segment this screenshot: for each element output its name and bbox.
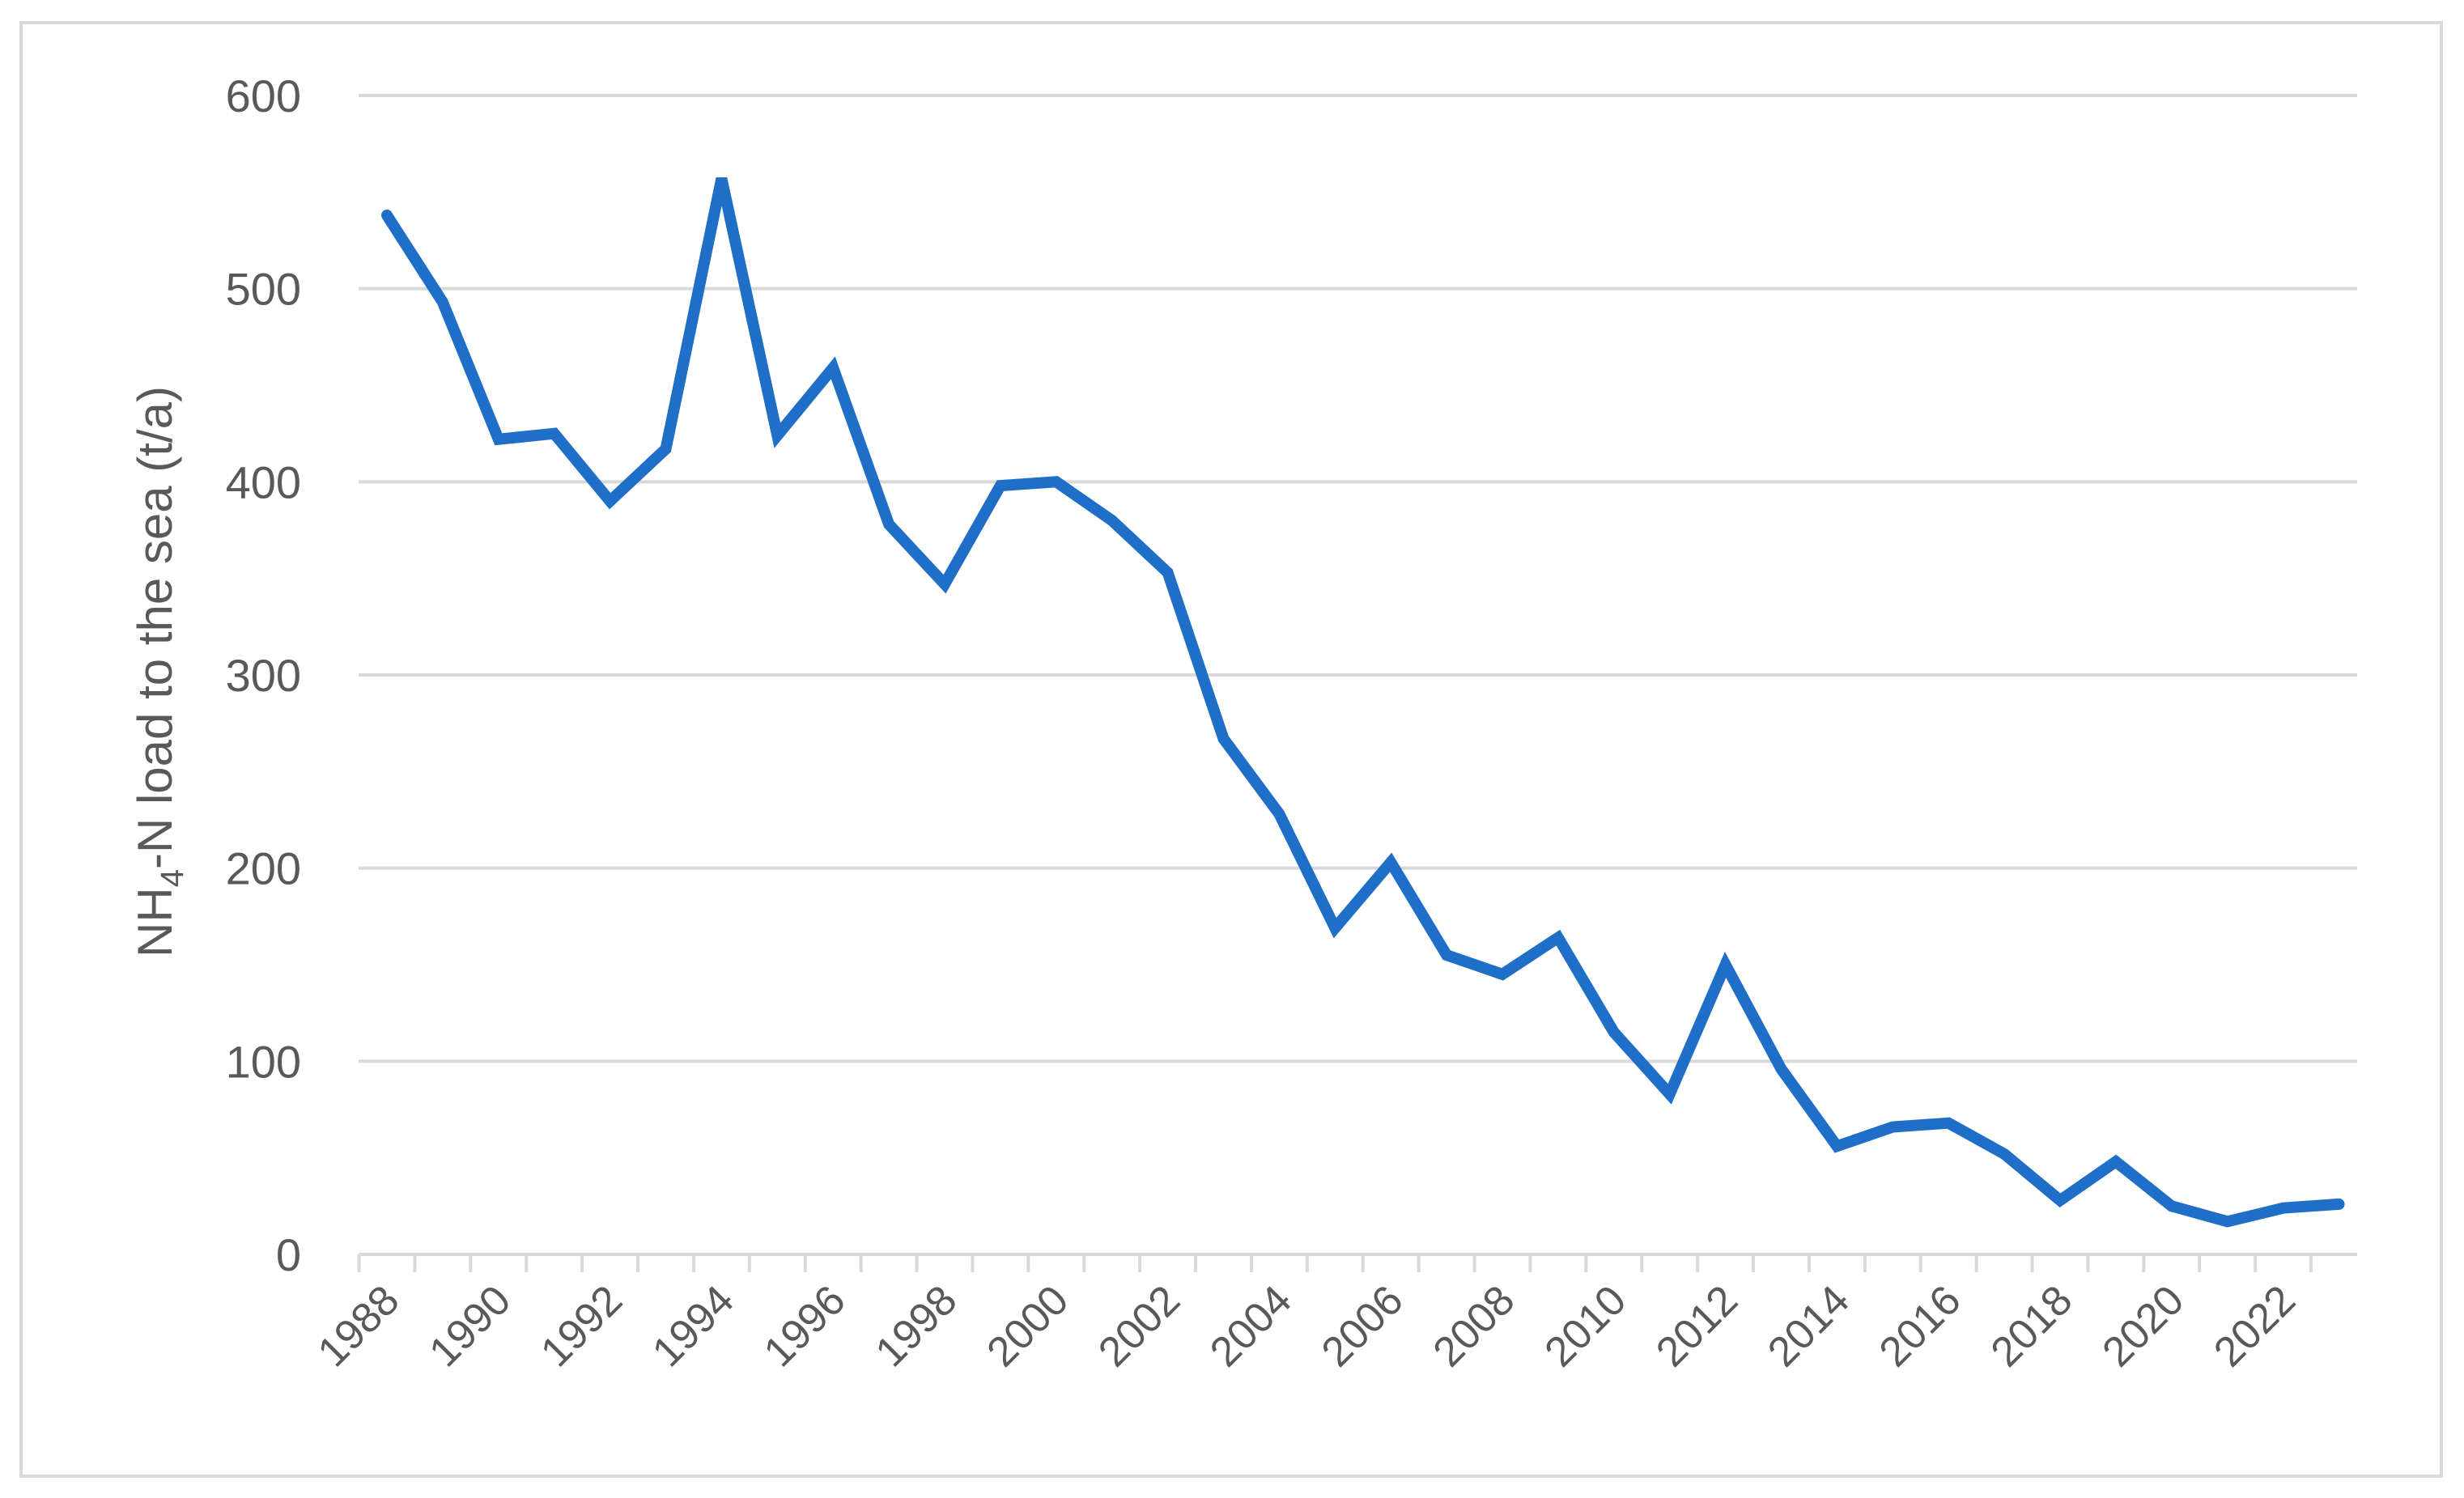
- y-tick-label: 300: [226, 650, 301, 701]
- x-tick-label: 2020: [2093, 1276, 2193, 1376]
- x-tick-label: 2010: [1536, 1276, 1635, 1376]
- y-tick-label: 100: [226, 1036, 301, 1087]
- x-tick-label: 2012: [1647, 1276, 1747, 1376]
- x-tick-label: 2000: [978, 1276, 1077, 1376]
- x-tick-label: 1988: [309, 1276, 409, 1376]
- x-tick-label: 2014: [1759, 1276, 1859, 1376]
- y-axis-tick-labels: 0 100 200 300 400 500 600: [226, 70, 301, 1280]
- y-tick-label: 400: [226, 456, 301, 507]
- y-tick-label: 0: [276, 1229, 301, 1280]
- x-tick-label: 2008: [1425, 1276, 1524, 1376]
- y-axis-title-suffix: -N load to the sea (t/a): [128, 386, 182, 869]
- gridlines: [359, 94, 2357, 1063]
- y-axis-title-prefix: NH: [128, 887, 182, 957]
- y-tick-label: 600: [226, 70, 301, 121]
- x-tick-label: 2004: [1201, 1276, 1301, 1376]
- x-axis-tick-labels: 1988 1990 1992 1994 1996 1998 2000 2002 2004 2006…: [309, 1276, 2305, 1376]
- x-tick-label: 1992: [532, 1276, 631, 1376]
- x-tick-label: 2018: [1982, 1276, 2082, 1376]
- series-line: [381, 177, 2345, 1228]
- x-axis: [357, 1253, 2357, 1272]
- y-tick-label: 500: [226, 264, 301, 315]
- x-tick-label: 2016: [1871, 1276, 1970, 1376]
- x-tick-label: 1996: [755, 1276, 855, 1376]
- x-tick-label: 1994: [644, 1276, 743, 1376]
- x-tick-label: 2002: [1090, 1276, 1189, 1376]
- y-axis-title-subscript: 4: [155, 869, 190, 887]
- series-group: [381, 177, 2345, 1228]
- y-tick-label: 200: [226, 843, 301, 894]
- x-tick-label: 1990: [420, 1276, 520, 1376]
- x-tick-label: 2022: [2205, 1276, 2305, 1376]
- x-tick-label: 1998: [867, 1276, 966, 1376]
- y-axis-title: NH4-N load to the sea (t/a): [128, 386, 190, 957]
- x-tick-label: 2006: [1313, 1276, 1413, 1376]
